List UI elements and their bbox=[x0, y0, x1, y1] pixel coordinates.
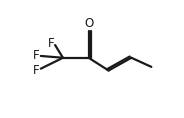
Text: F: F bbox=[48, 37, 55, 50]
Text: F: F bbox=[33, 49, 40, 62]
Text: F: F bbox=[33, 64, 40, 77]
Text: O: O bbox=[84, 17, 93, 30]
